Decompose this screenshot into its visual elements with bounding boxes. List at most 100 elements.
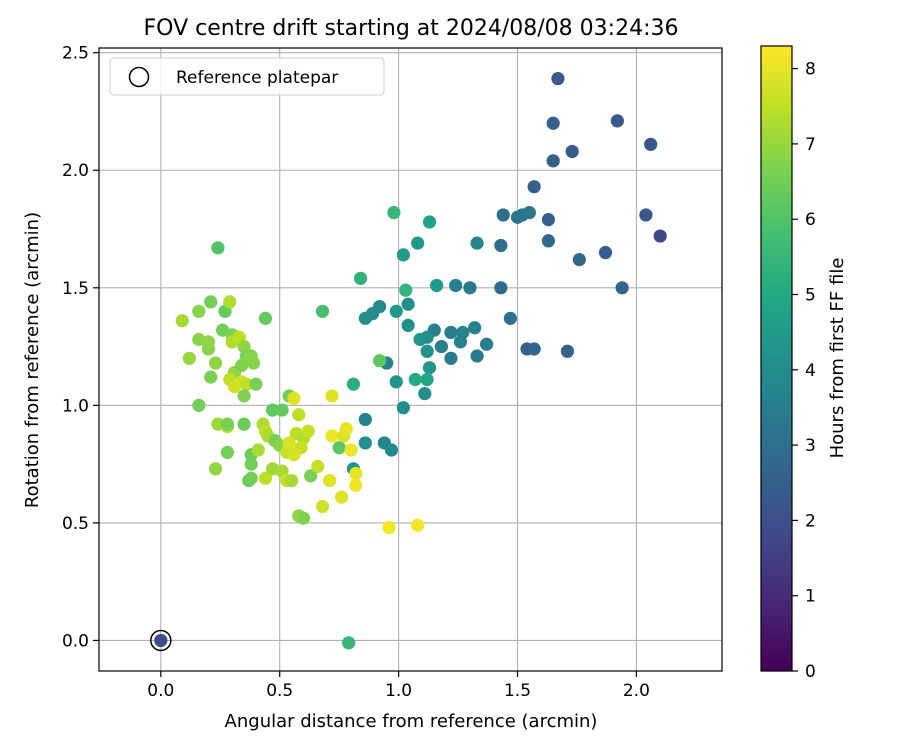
data-point [551,71,565,86]
data-point [339,422,353,436]
scatter-points [154,71,667,650]
reference-point-marker [150,629,172,652]
data-point [546,154,560,168]
data-point [560,344,575,358]
legend-marker [128,66,150,88]
data-point [408,372,422,387]
data-point [192,398,206,412]
y-tick-label: 2.5 [62,44,89,64]
colorbar-tick-label: 6 [805,210,816,230]
colorbar-tick-label: 4 [805,361,816,381]
x-axis-label: Angular distance from reference (arcmin) [225,711,598,732]
data-point [258,311,273,325]
data-point [522,205,536,220]
data-point [444,325,458,340]
data-point [182,351,196,365]
data-point [292,408,306,422]
data-point [175,314,189,328]
data-point [323,473,337,488]
y-tick-label: 1.5 [62,279,89,299]
colorbar-frame [760,45,793,672]
data-point [332,441,346,455]
data-point [572,252,586,267]
data-point [296,511,311,525]
data-point [527,180,541,194]
data-point [208,356,223,370]
data-point [251,443,265,457]
y-tick-label: 1.0 [62,396,89,416]
reference-marker [150,629,172,652]
legend-box [109,57,385,96]
chart-title: FOV centre drift starting at 2024/08/08 … [144,16,679,41]
data-point [315,499,330,514]
data-point [287,391,301,405]
data-point [565,144,579,159]
colorbar-ticks: 0 1 2 3 4 5 6 7 8 [792,60,816,682]
colorbar-tick-label: 8 [805,60,816,80]
colorbar-tick-label: 5 [805,285,816,305]
data-point [399,283,413,297]
data-point [494,238,508,253]
y-tick-label: 2.0 [62,161,89,181]
data-point [422,215,437,229]
data-point [244,471,258,485]
data-point [358,436,372,450]
data-point [353,271,368,285]
data-point [541,234,556,248]
data-point [598,245,613,260]
data-point [334,490,349,504]
data-point [639,208,653,222]
data-point [258,471,273,485]
y-axis-ticks: 0.0 0.5 1.0 1.5 2.0 2.5 [62,44,99,651]
data-point [239,377,254,391]
data-point [449,278,463,293]
data-point [470,236,484,250]
data-point [401,297,415,311]
data-point [223,295,237,309]
data-point [311,459,325,474]
data-point [610,114,624,128]
x-tick-label: 1.0 [385,681,412,701]
colorbar-tick-label: 7 [805,135,816,155]
data-point [503,311,517,325]
data-point [396,248,410,262]
data-point [653,229,667,243]
colorbar-tick-label: 0 [805,662,816,682]
data-point [342,636,356,650]
data-point [325,389,339,403]
y-tick-label: 0.0 [62,631,89,651]
colorbar: 0 1 2 3 4 5 6 7 8 Hours from first FF file [760,45,848,682]
data-point [387,205,401,220]
data-point [422,361,437,375]
data-point [349,478,363,492]
data-point [315,304,330,318]
data-point [304,469,318,483]
data-point [204,370,218,384]
data-point [463,281,477,295]
data-point [344,443,358,457]
colorbar-label: Hours from first FF file [827,258,848,459]
data-point [285,473,299,488]
data-point [389,304,403,318]
data-point [346,377,361,391]
data-point [265,403,280,417]
x-tick-label: 0.0 [147,681,174,701]
legend-label: Reference platepar [176,68,338,88]
colorbar-tick-label: 3 [805,436,816,456]
data-point [349,466,363,481]
data-point [244,457,258,471]
data-point [470,349,484,363]
data-point [411,518,425,532]
data-point [282,436,296,450]
data-point [220,445,235,459]
data-point [211,241,225,255]
data-point [154,633,168,648]
data-point [192,304,206,318]
data-point [411,236,425,250]
data-point [418,386,432,401]
data-point [235,358,249,372]
legend: Reference platepar [109,57,385,96]
data-point [396,401,410,415]
data-point [237,389,251,403]
